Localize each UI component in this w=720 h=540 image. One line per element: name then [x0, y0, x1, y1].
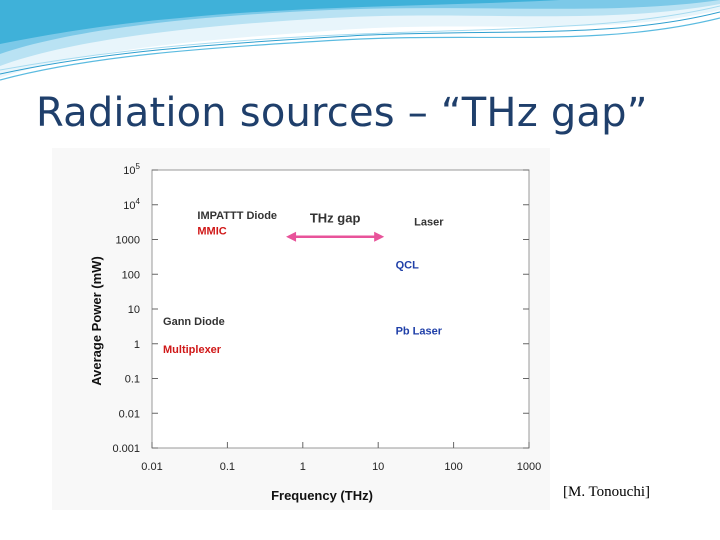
chart-panel: UTC-PDRTDTHz-QCLpGe LaserNonlinear 0.010…: [52, 148, 550, 510]
axes-frame: [151, 169, 530, 449]
x-tick-label: 10: [372, 461, 384, 473]
y-tick-label: 105: [123, 162, 140, 177]
header-wave-decoration: [0, 0, 720, 81]
x-tick-label: 0.1: [220, 461, 235, 473]
citation: [M. Tonouchi]: [563, 484, 650, 500]
annotation-label: IMPATTT Diode: [197, 210, 277, 222]
annotation-label: Pb Laser: [396, 326, 443, 338]
y-tick-label: 100: [122, 269, 140, 281]
y-tick-label: 0.1: [125, 374, 140, 386]
annotation-label: Laser: [414, 216, 444, 228]
annotation-label: Multiplexer: [163, 344, 222, 356]
x-tick-label: 1: [300, 461, 306, 473]
slide-title: Radiation sources – “THz gap”: [36, 90, 648, 136]
y-tick-label: 0.01: [119, 408, 140, 420]
x-tick-label: 100: [444, 461, 462, 473]
gap-arrow-head-left: [286, 231, 297, 242]
y-tick-label: 0.001: [112, 443, 140, 455]
x-axis-label: Frequency (THz): [271, 488, 373, 503]
thz-gap-arrow: THz gap: [286, 211, 385, 242]
power-vs-frequency-chart: UTC-PDRTDTHz-QCLpGe LaserNonlinear 0.010…: [89, 162, 541, 503]
y-axis-label: Average Power (mW): [89, 256, 104, 386]
gap-arrow-head-right: [374, 231, 385, 242]
axis-ticks: 0.01 0.1 1 10 100 10000.0010.010.111010010001…: [112, 162, 541, 473]
annotation-label: Gann Diode: [163, 316, 225, 328]
annotation-label: QCL: [396, 260, 420, 272]
y-tick-label: 104: [123, 197, 140, 212]
y-tick-label: 1000: [116, 235, 140, 247]
plot-area: [151, 169, 530, 449]
y-tick-label: 10: [128, 304, 140, 316]
x-tick-label: 1000: [517, 461, 541, 473]
annotations: IMPATTT Diode MMIC Laser QCL Gann Diode Multi…: [163, 210, 444, 356]
y-tick-label: 1: [134, 339, 140, 351]
gap-arrow-label: THz gap: [310, 211, 361, 226]
x-tick-label: 0.01: [141, 461, 162, 473]
axis-labels: Frequency (THz) Average Power (mW): [89, 256, 373, 503]
annotation-label: MMIC: [197, 226, 226, 238]
